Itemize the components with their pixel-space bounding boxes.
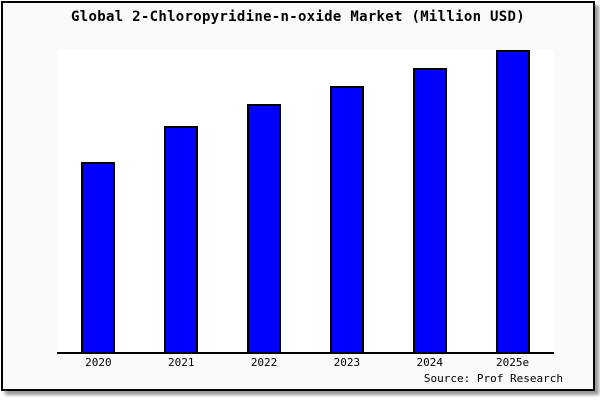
- bar-slot-2020: [57, 50, 140, 352]
- bar-2025e: [495, 50, 530, 352]
- chart-title: Global 2-Chloropyridine-n-oxide Market (…: [71, 9, 525, 25]
- bar-2023: [329, 86, 364, 352]
- bar-slot-2023: [305, 50, 388, 352]
- chart-figure: Global 2-Chloropyridine-n-oxide Market (…: [1, 1, 595, 391]
- bar-slot-2025e: [471, 50, 554, 352]
- bar-slot-2024: [388, 50, 471, 352]
- bar-2021: [164, 125, 199, 352]
- x-tick-2025e: 2025e: [495, 356, 530, 369]
- bar-2022: [247, 104, 282, 352]
- x-tick-2020: 2020: [85, 356, 112, 369]
- bar-2020: [81, 161, 116, 352]
- x-tick-2022: 2022: [250, 356, 278, 369]
- plot-area: [57, 50, 554, 354]
- bar-slot-2021: [140, 50, 223, 352]
- bar-slot-2022: [223, 50, 306, 352]
- x-axis-labels: 2020 2021 2022 2023 2024 2025e: [57, 356, 554, 369]
- source-credit: Source: Prof Research: [423, 372, 563, 385]
- x-tick-2024: 2024: [416, 356, 443, 369]
- bar-2024: [412, 68, 447, 352]
- bars-row: [57, 50, 554, 352]
- x-tick-2021: 2021: [167, 356, 195, 369]
- x-tick-2023: 2023: [333, 356, 361, 369]
